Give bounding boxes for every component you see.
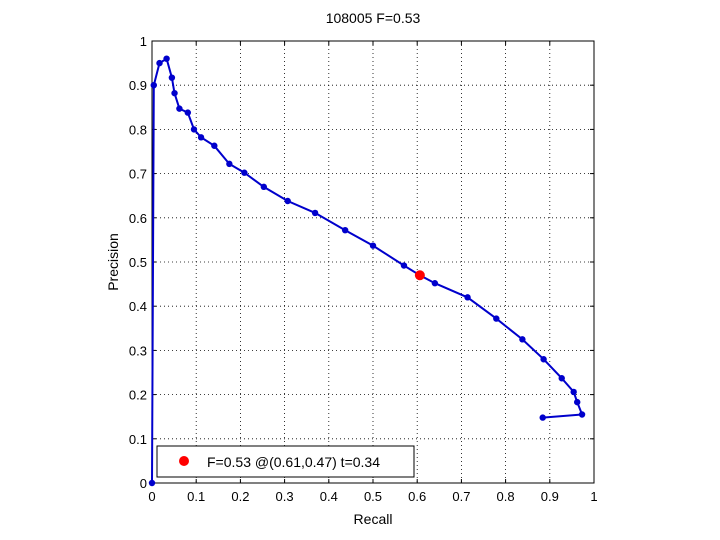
pr-curve-point xyxy=(519,336,526,343)
x-tick-label: 0.3 xyxy=(276,489,294,504)
pr-curve-point xyxy=(176,105,183,112)
pr-curve-point xyxy=(341,226,349,234)
pr-curve-point xyxy=(400,262,408,269)
y-axis-label: Precision xyxy=(105,233,121,291)
x-tick-label: 0.8 xyxy=(497,489,515,504)
y-tick-label: 0.4 xyxy=(129,299,147,314)
pr-curve-point xyxy=(539,414,546,421)
legend-label: F=0.53 @(0.61,0.47) t=0.34 xyxy=(207,454,380,470)
y-tick-label: 0.6 xyxy=(129,211,147,226)
pr-curve-point xyxy=(558,375,565,382)
chart-title: 108005 F=0.53 xyxy=(326,10,421,26)
axis-ticks: 0 0.1 0.2 0.3 0.4 0.5 0.6 0.7 0.8 0.9 1 0 0.1 0.2 0.3 0… xyxy=(129,34,598,504)
pr-curve-point xyxy=(284,197,291,205)
legend-marker xyxy=(179,456,189,466)
pr-curve-point xyxy=(493,315,500,322)
pr-curve-point xyxy=(311,209,319,217)
y-tick-label: 0 xyxy=(140,476,147,491)
pr-curve-point xyxy=(241,169,248,176)
x-tick-label: 0.7 xyxy=(452,489,470,504)
x-tick-label: 0.2 xyxy=(231,489,249,504)
y-tick-label: 1 xyxy=(140,34,147,49)
y-tick-label: 0.8 xyxy=(129,122,147,137)
pr-curve-point xyxy=(168,74,176,81)
x-axis-label: Recall xyxy=(354,511,393,527)
pr-curve-point xyxy=(431,280,439,287)
pr-curve-point xyxy=(148,479,156,487)
y-tick-label: 0.3 xyxy=(129,343,147,358)
pr-curve-point xyxy=(464,294,471,301)
pr-curve-point xyxy=(226,160,233,168)
pr-curve-point xyxy=(260,183,268,191)
legend-box xyxy=(156,445,415,478)
pr-curve-point xyxy=(184,109,192,116)
x-tick-label: 0 xyxy=(148,489,155,504)
pr-curve-point xyxy=(171,89,178,97)
x-tick-label: 0.6 xyxy=(408,489,426,504)
y-tick-label: 0.9 xyxy=(129,78,147,93)
pr-curve-point xyxy=(540,356,547,363)
pr-curve-point xyxy=(369,242,377,249)
pr-curve-point xyxy=(156,59,163,67)
x-tick-label: 0.4 xyxy=(320,489,338,504)
y-tick-label: 0.2 xyxy=(129,388,147,403)
pr-curve-point xyxy=(211,142,218,149)
best-f-point xyxy=(414,270,425,281)
pr-curve-point xyxy=(570,388,577,396)
pr-curve-point xyxy=(197,134,205,141)
y-tick-label: 0.7 xyxy=(129,167,147,182)
x-tick-label: 0.1 xyxy=(187,489,205,504)
x-tick-label: 0.5 xyxy=(364,489,382,504)
pr-curve-point xyxy=(190,126,198,133)
y-tick-label: 0.5 xyxy=(129,255,147,270)
legend: F=0.53 @(0.61,0.47) t=0.34 xyxy=(156,445,415,478)
y-tick-label: 0.1 xyxy=(129,432,147,447)
pr-curve-point xyxy=(163,55,170,62)
series xyxy=(148,55,586,487)
pr-curve-point xyxy=(578,411,586,418)
pr-curve-point xyxy=(574,398,581,406)
x-tick-label: 0.9 xyxy=(541,489,559,504)
grid xyxy=(152,41,594,483)
x-tick-label: 1 xyxy=(590,489,597,504)
pr-curve-point xyxy=(150,82,157,89)
